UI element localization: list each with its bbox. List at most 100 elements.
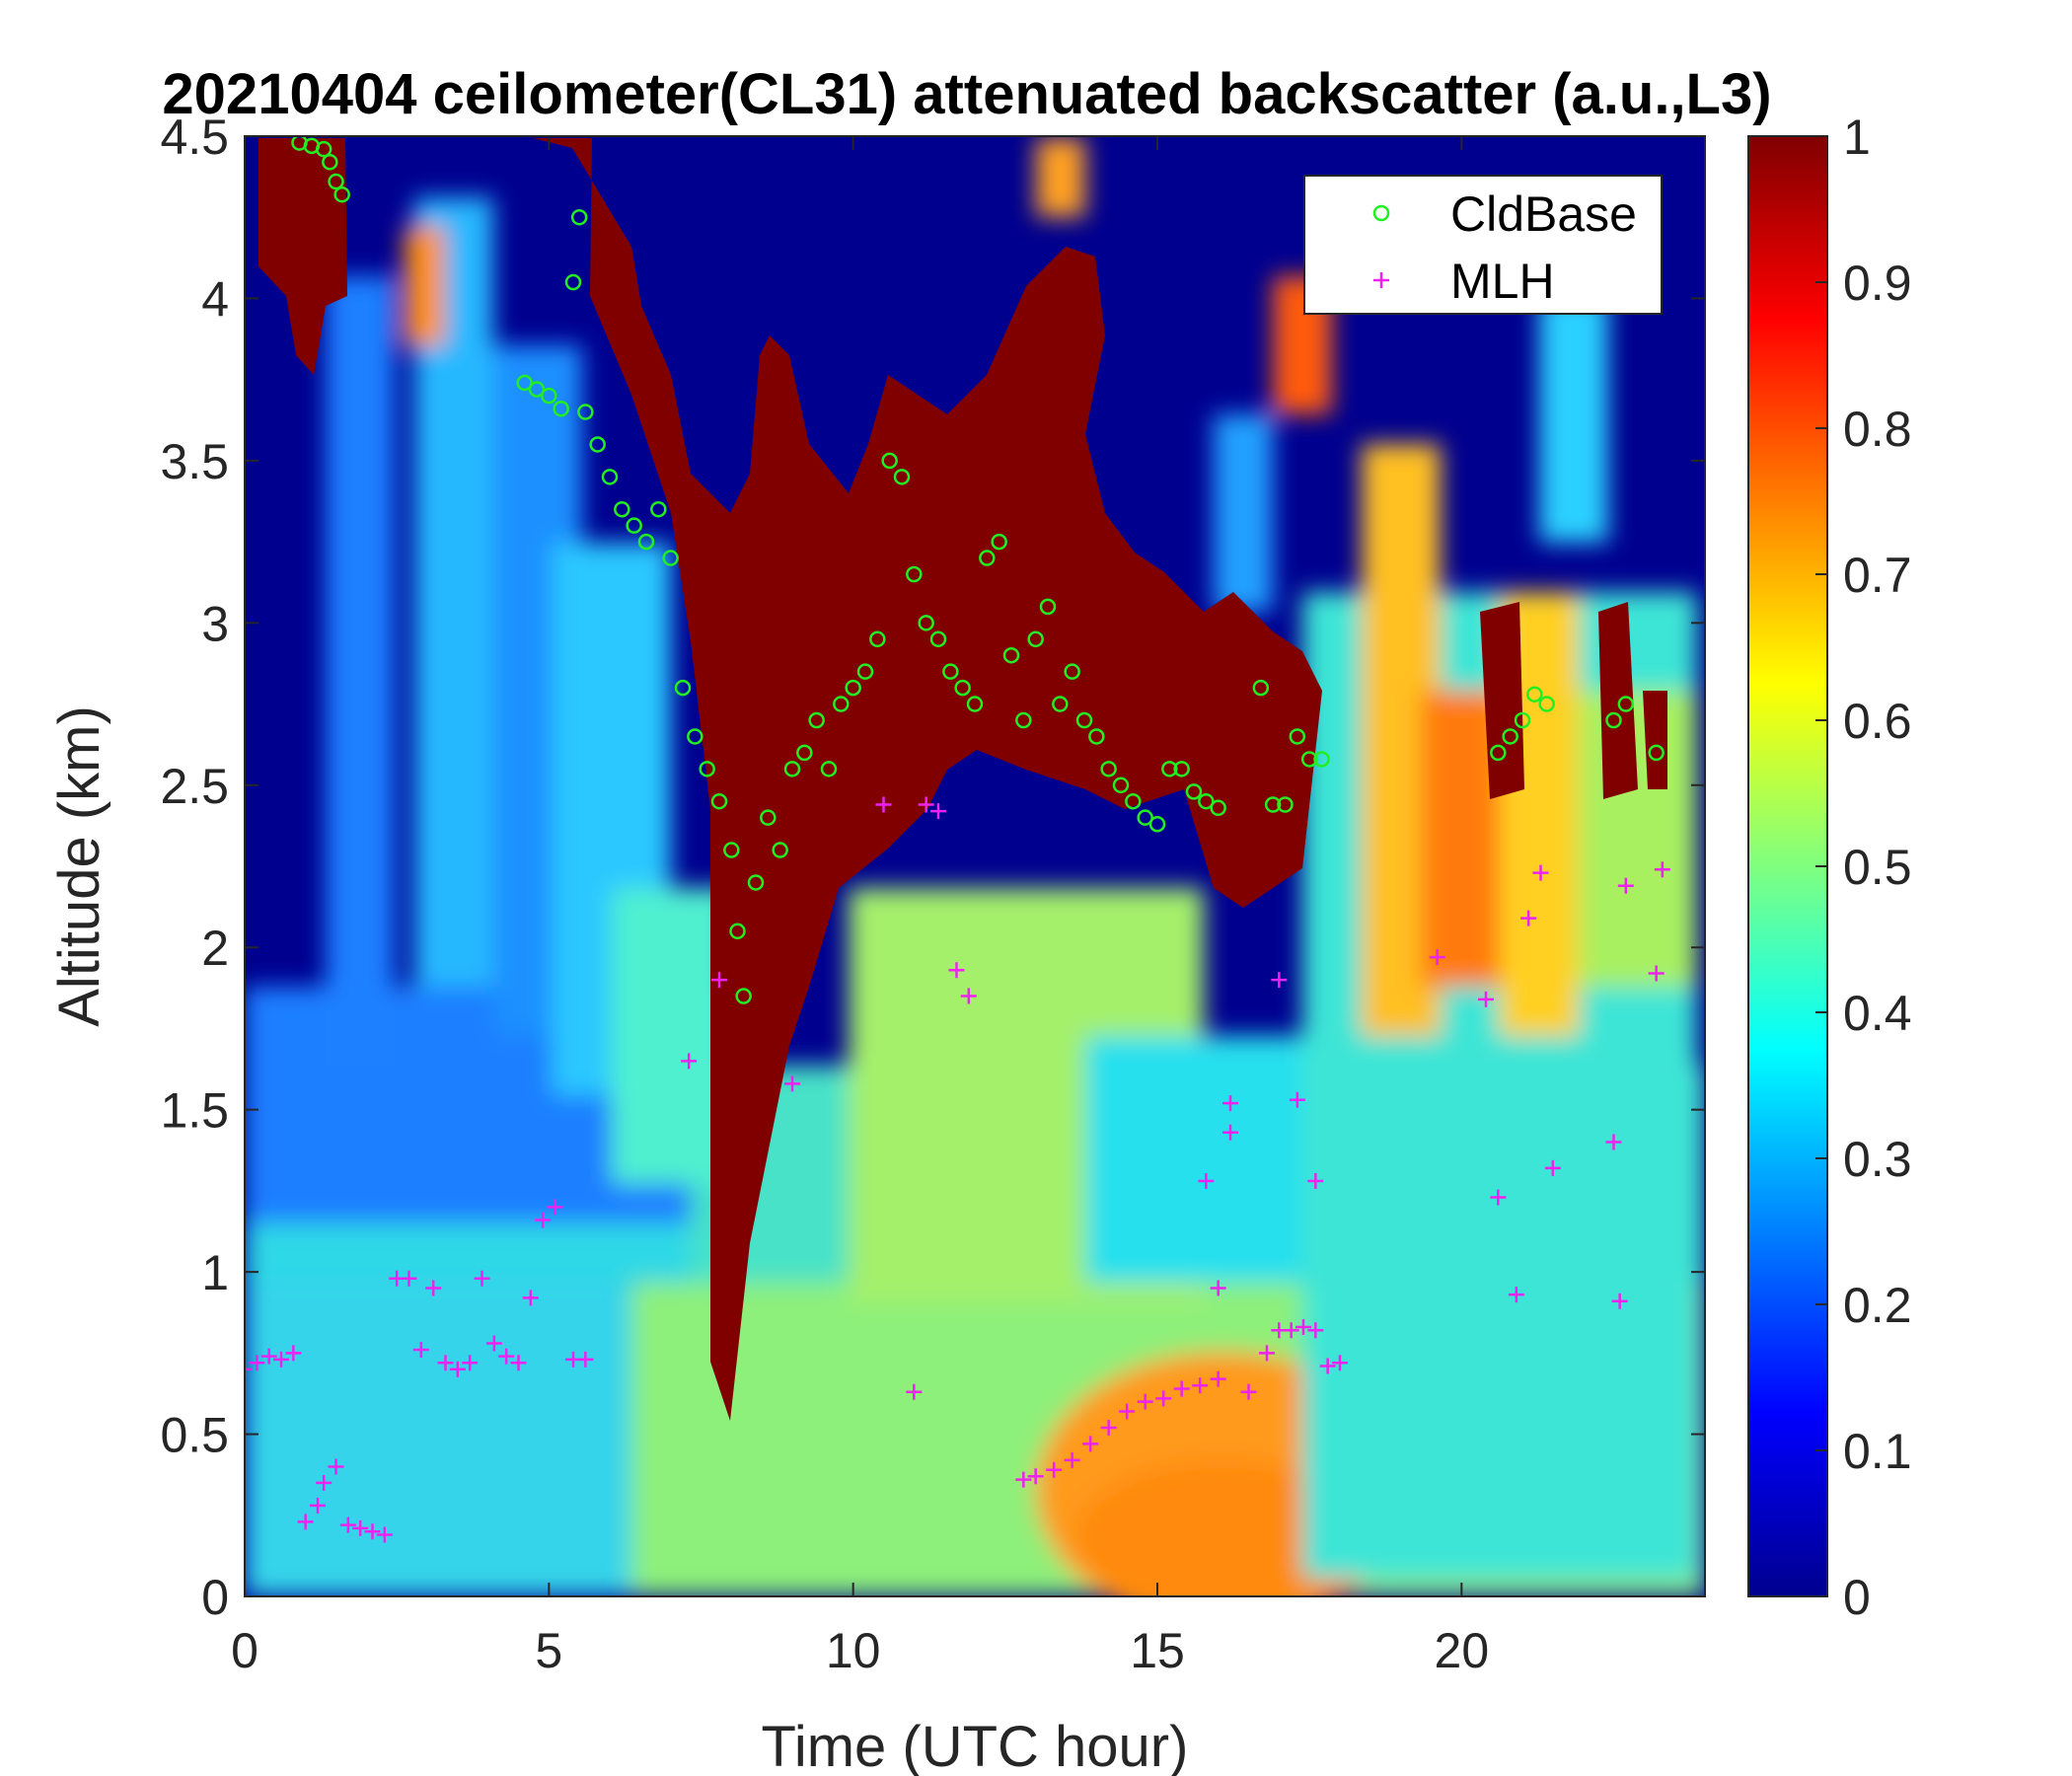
colorbar-ticks: 0 0.1 0.2 0.3 0.4 0.5 0.6 0.7 0.8 0.9 1 — [1815, 110, 1912, 1625]
cldbase-point — [845, 679, 861, 697]
cldbase-point — [626, 517, 642, 534]
legend-cldbase-label: CldBase — [1450, 186, 1637, 242]
mlh-point — [339, 1517, 356, 1533]
cldbase-point — [315, 140, 333, 158]
y-tick-label: 2 — [201, 921, 229, 976]
y-tick-label: 0 — [201, 1570, 229, 1625]
cldbase-point — [1210, 799, 1226, 817]
mlh-point — [297, 1514, 314, 1530]
cldbase-point — [1088, 728, 1105, 745]
chart-title: 20210404 ceilometer(CL31) attenuated bac… — [162, 62, 1771, 126]
mlh-point — [1222, 1095, 1238, 1112]
y-tick-label: 1 — [201, 1245, 229, 1300]
cldbase-point — [918, 615, 934, 631]
colorbar-gradient — [1747, 135, 1828, 1597]
colorbar-tick-label: 0.8 — [1843, 402, 1912, 457]
cldbase-point — [322, 154, 338, 171]
mlh-point — [1198, 1173, 1215, 1190]
mlh-point — [462, 1355, 479, 1371]
colorbar-tick-label: 0.2 — [1843, 1278, 1912, 1333]
mlh-point — [547, 1199, 563, 1216]
legend-box — [1303, 175, 1663, 315]
mlh-point — [960, 988, 977, 1004]
cldbase-point — [1538, 696, 1555, 712]
cldbase-point — [1526, 686, 1543, 703]
mlh-point — [1289, 1091, 1305, 1108]
cldbase-point — [1148, 815, 1166, 833]
cldbase-point — [1252, 679, 1270, 697]
y-tick-label: 4.5 — [160, 110, 229, 165]
cldbase-point — [637, 533, 655, 551]
cldbase-point — [1617, 696, 1635, 712]
x-tick-label: 15 — [1130, 1623, 1185, 1678]
colorbar-tick-label: 0.7 — [1843, 548, 1912, 603]
mlh-point — [1100, 1419, 1117, 1436]
cldbase-point — [869, 630, 886, 648]
cldbase-point — [1277, 796, 1294, 813]
mlh-point — [1654, 861, 1670, 878]
x-tick-label: 10 — [826, 1623, 881, 1678]
cldbase-point — [1514, 711, 1531, 729]
mlh-point — [918, 796, 934, 813]
mlh-point — [948, 962, 965, 979]
colorbar-tick-label: 0.3 — [1843, 1132, 1912, 1187]
legend: CldBase MLH — [1303, 175, 1663, 315]
mlh-point — [1222, 1124, 1238, 1141]
cldbase-point — [1112, 777, 1130, 794]
mlh-point — [510, 1355, 527, 1371]
mlh-point — [1283, 1322, 1299, 1339]
cldbase-point — [614, 500, 630, 518]
x-axis-label: Time (UTC hour) — [762, 1715, 1189, 1776]
cldbase-point — [1137, 809, 1153, 826]
cldbase-point — [1300, 751, 1318, 768]
cldbase-point — [856, 663, 874, 680]
cldbase-point — [760, 809, 777, 826]
mlh-point — [437, 1355, 454, 1371]
cldbase-point — [966, 696, 984, 712]
mlh-point — [1027, 1468, 1044, 1485]
mlh-point — [1271, 972, 1288, 989]
cldbase-point — [783, 761, 801, 777]
mlh-point — [1532, 864, 1549, 881]
mlh-point — [245, 1361, 253, 1377]
cldbase-point — [541, 387, 557, 405]
cldbase-point — [516, 374, 533, 392]
mlh-point — [1173, 1380, 1190, 1397]
cldbase-point — [577, 404, 594, 420]
mlh-point — [310, 1497, 326, 1514]
cldbase-point — [954, 679, 971, 697]
cldbase-point — [570, 208, 588, 226]
cldbase-point — [674, 679, 692, 697]
cldbase-point — [772, 842, 788, 858]
mlh-point — [1119, 1403, 1136, 1420]
y-tick-label: 2.5 — [160, 759, 229, 814]
mlh-point — [1307, 1322, 1324, 1339]
mlh-point — [425, 1280, 442, 1296]
mlh-point — [273, 1351, 289, 1368]
mlh-point — [352, 1519, 369, 1536]
cldbase-point — [699, 761, 715, 777]
mlh-point — [364, 1523, 381, 1540]
cldbase-point — [881, 452, 898, 470]
legend-mlh-marker — [1373, 272, 1389, 288]
cldbase-point — [979, 550, 996, 566]
cldbase-point — [1264, 796, 1282, 813]
cldbase-point — [833, 696, 850, 712]
mlh-point — [1478, 991, 1494, 1007]
cldbase-point — [1198, 792, 1215, 810]
mlh-point — [1259, 1345, 1275, 1362]
mlh-point — [1015, 1471, 1032, 1488]
cldbase-point — [991, 533, 1007, 551]
mlh-point — [1611, 1293, 1628, 1309]
y-axis-label: Altitude (km) — [47, 705, 111, 1027]
x-tick-label: 0 — [231, 1623, 259, 1678]
cldbase-point — [1064, 663, 1080, 680]
mlh-point — [711, 972, 727, 989]
cldbase-point — [747, 874, 765, 891]
cldbase-point — [1313, 751, 1330, 768]
backscatter-heatmap — [245, 136, 1705, 1596]
cldbase-point — [1027, 630, 1044, 648]
cldbase-point — [729, 923, 746, 940]
cldbase-point — [553, 401, 569, 417]
